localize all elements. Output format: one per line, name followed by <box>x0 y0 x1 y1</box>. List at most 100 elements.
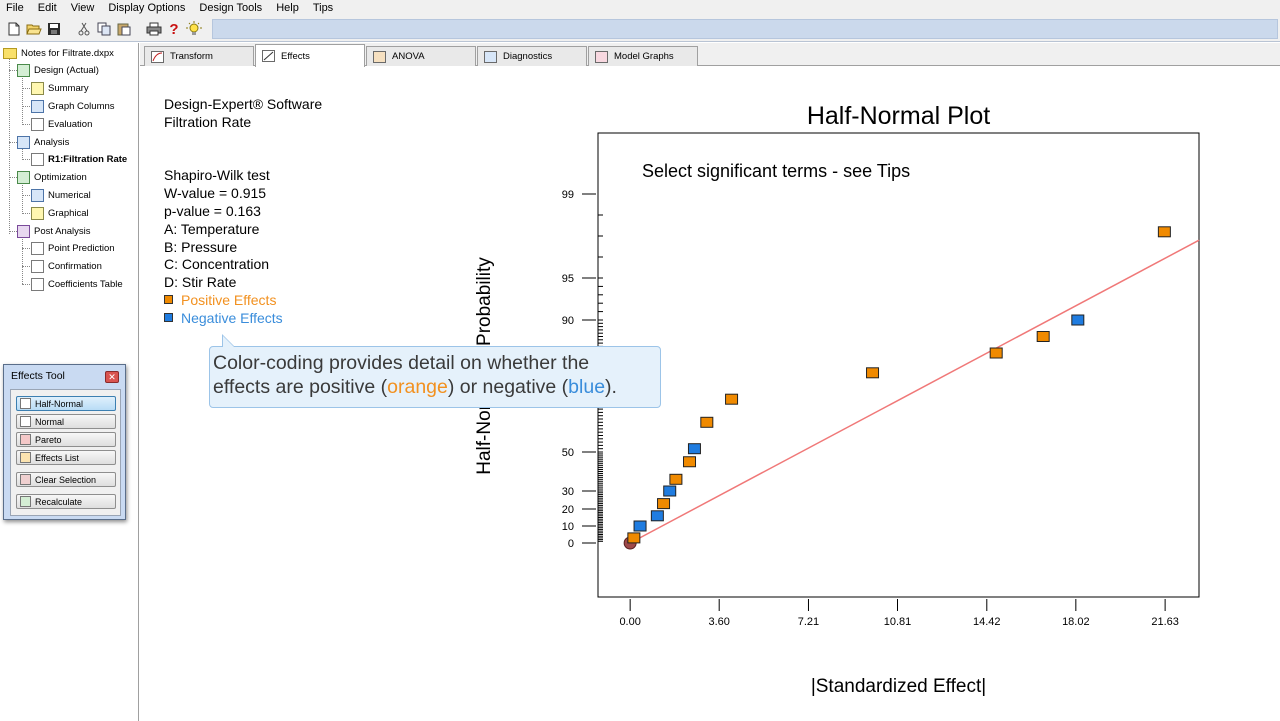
negative-swatch <box>164 313 173 322</box>
half-normal-button[interactable]: Half-Normal <box>16 396 116 411</box>
tree-item-coefficients-table[interactable]: Coefficients Table <box>31 276 123 292</box>
tab-effects[interactable]: Effects <box>255 44 365 67</box>
x-tick-label: 18.02 <box>1062 616 1090 628</box>
y-tick-label: 30 <box>562 486 574 498</box>
normal-button[interactable]: Normal <box>16 414 116 429</box>
point-prediction-icon <box>31 241 44 255</box>
menu-view[interactable]: View <box>70 2 95 14</box>
clear-selection-icon <box>20 474 31 485</box>
half-normal-plot[interactable]: 0 10 20 30 50 90 95 99 0.00 3.60 7.21 10.81 14.42 18.… <box>140 66 1280 721</box>
menu-display-options[interactable]: Display Options <box>108 2 186 14</box>
help-icon[interactable]: ? <box>169 20 179 38</box>
tree-item-label: Numerical <box>48 189 91 201</box>
tab-label: Model Graphs <box>614 51 674 62</box>
response-name: Filtration Rate <box>164 114 252 130</box>
y-tick-label: 99 <box>562 189 574 201</box>
positive-effect-point <box>627 532 641 544</box>
effects-tool-window[interactable]: Effects Tool ✕ Half-Normal Normal Pareto… <box>3 364 126 520</box>
summary-icon <box>31 81 44 95</box>
new-icon[interactable] <box>6 21 22 37</box>
tree-item-graph-columns[interactable]: Graph Columns <box>31 98 115 114</box>
tab-anova[interactable]: ANOVA <box>366 46 476 66</box>
tips-icon[interactable] <box>186 21 202 37</box>
negative-effect-point <box>1071 314 1085 326</box>
effects-list-button[interactable]: Effects List <box>16 450 116 465</box>
paste-icon[interactable] <box>116 21 132 37</box>
tree-item-evaluation[interactable]: Evaluation <box>31 116 92 132</box>
tab-label: Effects <box>281 50 310 62</box>
effects-tool-title: Effects Tool <box>11 370 65 382</box>
save-icon[interactable] <box>46 21 62 37</box>
cut-icon[interactable] <box>76 21 92 37</box>
callout-tail-fill <box>223 336 234 347</box>
tree-item-analysis[interactable]: Analysis <box>17 134 69 150</box>
model-graphs-icon <box>595 50 608 63</box>
y-tick-label: 95 <box>562 273 574 285</box>
x-tick-label: 21.63 <box>1151 616 1179 628</box>
tab-label: Transform <box>170 51 213 62</box>
tree-item-label: Evaluation <box>48 118 93 130</box>
tab-model-graphs[interactable]: Model Graphs <box>588 46 698 66</box>
chart-annotation: Select significant terms - see Tips <box>642 161 910 181</box>
toolbar-area <box>212 19 1278 39</box>
tree-item-graphical[interactable]: Graphical <box>31 205 89 221</box>
effects-list-icon <box>20 452 31 463</box>
tree-item-label: Point Prediction <box>48 242 115 254</box>
factor-d: D: Stir Rate <box>164 274 237 290</box>
menu-file[interactable]: File <box>6 2 24 14</box>
open-icon[interactable] <box>26 21 42 37</box>
button-label: Pareto <box>35 434 62 445</box>
menu-bar: File Edit View Display Options Design To… <box>0 0 1280 16</box>
menu-tips[interactable]: Tips <box>312 2 334 14</box>
button-label: Normal <box>35 416 65 427</box>
tab-transform[interactable]: Transform <box>144 46 254 66</box>
tree-item-summary[interactable]: Summary <box>31 80 89 96</box>
tree-root[interactable]: Notes for Filtrate.dxpx <box>3 45 114 61</box>
effects-tool-body: Half-Normal Normal Pareto Effects List C… <box>10 389 121 516</box>
recalculate-button[interactable]: Recalculate <box>16 494 116 509</box>
graph-columns-icon <box>31 99 44 113</box>
tree-item-label: Confirmation <box>48 260 102 272</box>
tree-item-label: Coefficients Table <box>48 278 123 290</box>
x-tick-label: 10.81 <box>884 616 912 628</box>
tab-diagnostics[interactable]: Diagnostics <box>477 46 587 66</box>
x-tick-label: 7.21 <box>798 616 819 628</box>
positive-effect-point <box>725 393 739 405</box>
half-normal-icon <box>20 398 31 409</box>
tree-item-r1-filtration-rate[interactable]: R1:Filtration Rate <box>31 151 127 167</box>
tree-item-design[interactable]: Design (Actual) <box>17 62 99 78</box>
close-icon[interactable]: ✕ <box>105 371 119 383</box>
menu-design-tools[interactable]: Design Tools <box>199 2 263 14</box>
factor-b: B: Pressure <box>164 239 238 255</box>
x-tick-label: 14.42 <box>973 616 1001 628</box>
tree-item-optimization[interactable]: Optimization <box>17 169 87 185</box>
copy-icon[interactable] <box>96 21 112 37</box>
tree-item-point-prediction[interactable]: Point Prediction <box>31 240 115 256</box>
pareto-button[interactable]: Pareto <box>16 432 116 447</box>
clear-selection-button[interactable]: Clear Selection <box>16 472 116 487</box>
factor-a: A: Temperature <box>164 221 260 237</box>
optimization-icon <box>17 170 30 184</box>
design-grid-icon <box>17 63 30 77</box>
tree-item-post-analysis[interactable]: Post Analysis <box>17 223 91 239</box>
tree-item-label: Optimization <box>34 171 87 183</box>
menu-help[interactable]: Help <box>276 2 299 14</box>
menu-edit[interactable]: Edit <box>37 2 57 14</box>
tree-item-label: R1:Filtration Rate <box>48 153 128 165</box>
factor-c: C: Concentration <box>164 256 270 272</box>
graphical-icon <box>31 206 44 220</box>
transform-icon <box>151 50 164 63</box>
software-name: Design-Expert® Software <box>164 96 323 112</box>
positive-effect-point <box>669 473 683 485</box>
positive-effect-point <box>866 367 880 379</box>
callout-line-2: effects are positive (orange) or negativ… <box>213 375 660 399</box>
print-icon[interactable] <box>146 21 162 37</box>
tree-item-numerical[interactable]: Numerical <box>31 187 91 203</box>
button-label: Recalculate <box>35 496 83 507</box>
tree-item-label: Summary <box>48 82 89 94</box>
negative-effect-point <box>663 485 677 497</box>
numerical-icon <box>31 188 44 202</box>
test-name: Shapiro-Wilk test <box>164 167 270 183</box>
tree-item-confirmation[interactable]: Confirmation <box>31 258 102 274</box>
y-tick-label: 50 <box>562 447 574 459</box>
